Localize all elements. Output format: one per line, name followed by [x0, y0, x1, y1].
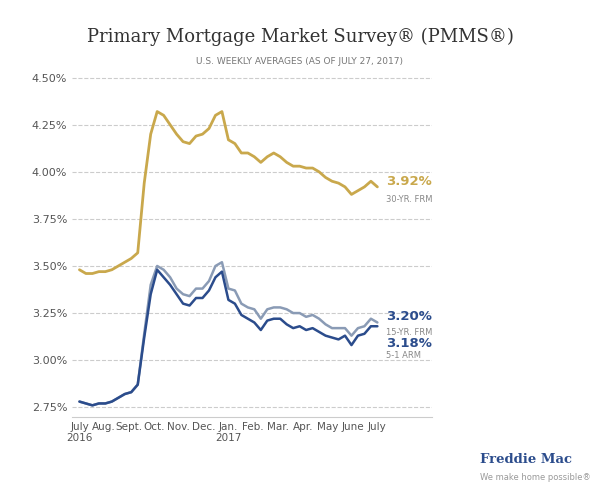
Text: Primary Mortgage Market Survey® (PMMS®): Primary Mortgage Market Survey® (PMMS®): [86, 27, 514, 46]
Text: 3.18%: 3.18%: [386, 337, 432, 350]
Text: U.S. WEEKLY AVERAGES (AS OF JULY 27, 2017): U.S. WEEKLY AVERAGES (AS OF JULY 27, 201…: [197, 57, 404, 66]
Text: 30-YR. FRM: 30-YR. FRM: [386, 194, 433, 204]
Text: 3.92%: 3.92%: [386, 175, 432, 188]
Text: 5-1 ARM: 5-1 ARM: [386, 351, 421, 360]
Text: We make home possible®: We make home possible®: [480, 473, 591, 482]
Text: 15-YR. FRM: 15-YR. FRM: [386, 328, 433, 337]
Text: Freddie Mac: Freddie Mac: [480, 453, 572, 466]
Text: 3.20%: 3.20%: [386, 310, 432, 323]
